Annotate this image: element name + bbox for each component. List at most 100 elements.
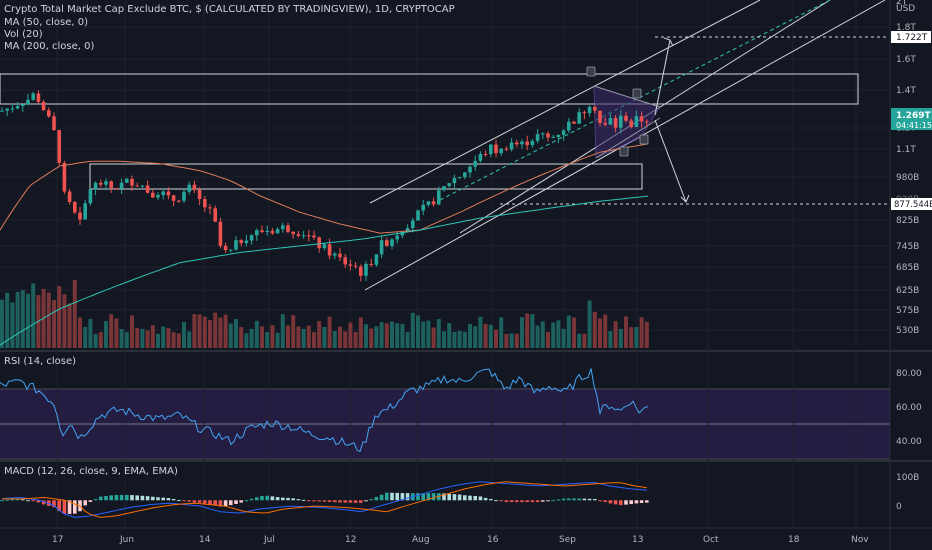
volume-bar [254, 320, 259, 348]
candle-body [411, 220, 415, 229]
candle-body [255, 230, 259, 236]
macd-histogram-bar [104, 496, 108, 501]
macd-histogram-bar [348, 500, 353, 503]
volume-bar [57, 286, 62, 348]
candle-body [234, 240, 238, 250]
support-zone[interactable] [89, 163, 643, 190]
macd-histogram-bar [36, 500, 41, 503]
ma200-legend[interactable]: MA (200, close, 0) [4, 41, 95, 52]
candle-body [468, 166, 472, 173]
volume-bar [192, 314, 197, 348]
macd-histogram-bar [468, 495, 472, 501]
macd-histogram-bar [489, 499, 493, 501]
resistance-zone[interactable] [0, 73, 859, 105]
candle-body [504, 148, 509, 150]
marker-d[interactable] [639, 134, 649, 145]
candle-body [400, 231, 405, 236]
grid-lines [0, 0, 890, 528]
volume-bar [358, 317, 363, 348]
lower-level-tag [891, 198, 932, 210]
macd-histogram-bar [260, 496, 264, 501]
signal-line [2, 481, 647, 518]
candle-body [634, 116, 639, 128]
macd-axis[interactable]: 100B 0 [896, 473, 919, 512]
volume-bar [369, 328, 374, 348]
volume-bar [0, 299, 4, 348]
candle-body [541, 133, 545, 135]
volume-bar [88, 318, 93, 348]
time-tick: Sep [559, 535, 576, 545]
price-pane[interactable] [0, 0, 890, 350]
time-axis[interactable]: 17 Jun 14 Jul 12 Aug 16 Sep 13 Oct 18 No… [52, 535, 869, 545]
candle-body [426, 201, 431, 205]
price-tick: 745B [896, 242, 919, 252]
candle-body [431, 201, 436, 205]
volume-bar [473, 326, 478, 348]
volume-bar [400, 323, 405, 348]
macd-line [1, 481, 647, 518]
candle-body [572, 121, 576, 124]
candle-body [556, 134, 561, 138]
pattern-markers[interactable] [586, 66, 649, 157]
candle-body [405, 228, 410, 232]
channel-upper-line[interactable] [369, 0, 761, 204]
volume-bar [426, 320, 431, 348]
marker-b[interactable] [619, 146, 629, 157]
candle-body [312, 235, 316, 238]
macd-histogram-bar [587, 498, 592, 501]
volume-bar [171, 332, 176, 348]
macd-histogram-bar [598, 500, 602, 502]
candle-body [62, 162, 67, 192]
main-legend-title[interactable]: Crypto Total Market Cap Exclude BTC, $ (… [4, 4, 455, 15]
triangle-upper-edge[interactable] [593, 85, 661, 108]
volume-bar [364, 324, 368, 348]
macd-histogram-bar [151, 496, 155, 501]
volume-bar [343, 331, 348, 348]
volume-bar [525, 313, 530, 348]
bearish-arrow[interactable] [654, 119, 687, 203]
macd-histogram-bar [499, 500, 503, 502]
candle-body [213, 208, 217, 222]
volume-bar [520, 317, 524, 348]
candle-body [57, 130, 61, 163]
macd-histogram-bar [265, 495, 269, 501]
volume-bar [260, 326, 264, 348]
candle-body [99, 182, 103, 185]
time-tick: 14 [199, 535, 211, 545]
marker-c[interactable] [632, 88, 642, 99]
rsi-legend[interactable]: RSI (14, close) [4, 356, 77, 367]
marker-a[interactable] [586, 66, 596, 77]
candle-body [26, 99, 30, 105]
macd-histogram-bar [171, 499, 176, 501]
candle-body [140, 185, 145, 187]
macd-legend[interactable]: MACD (12, 26, close, 9, EMA, EMA) [4, 466, 178, 477]
ma50-legend[interactable]: MA (50, close, 0) [4, 17, 89, 28]
volume-bar [421, 321, 426, 348]
rsi-axis[interactable]: 80.00 60.00 40.00 [896, 369, 922, 447]
volume-bar [244, 333, 249, 348]
volume-bar [530, 314, 535, 348]
macd-histogram-bar [525, 500, 529, 503]
candle-body [577, 112, 581, 124]
candle-body [463, 172, 467, 178]
candle-body [296, 234, 301, 236]
drawings[interactable] [0, 0, 888, 291]
macd-histogram-bar [88, 500, 93, 502]
vol-legend[interactable]: Vol (20) [4, 29, 43, 40]
volume-bar [239, 327, 244, 348]
macd-histogram-bar [447, 493, 451, 501]
upper-level-tag [891, 31, 931, 43]
macd-histogram-bar [624, 500, 628, 505]
macd-histogram-bar [140, 495, 145, 501]
macd-histogram-bar [530, 500, 535, 503]
candle-body [447, 183, 451, 187]
volume-bar [478, 316, 483, 348]
macd-histogram-bar [556, 499, 561, 501]
candle-body [260, 230, 264, 233]
price-axis[interactable]: USD 2T 1.8T 1.6T 1.4T 1.1T 980B 825B 745… [891, 0, 932, 336]
macd-histogram-bar [613, 500, 618, 505]
bullish-arrow[interactable] [654, 39, 671, 116]
volume-bar [374, 326, 379, 348]
volume-bar [468, 323, 472, 348]
